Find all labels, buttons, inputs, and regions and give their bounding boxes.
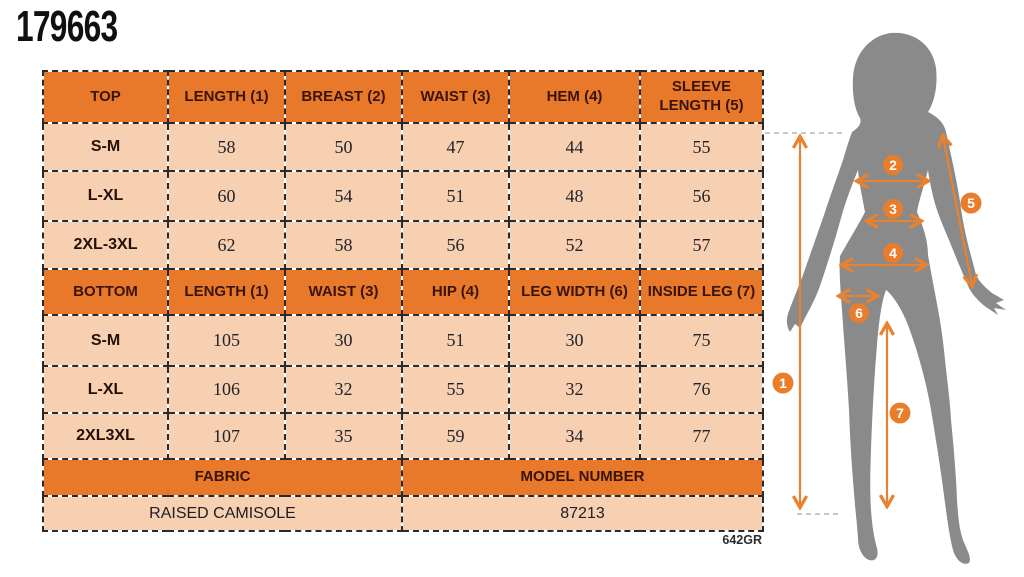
value-cell: 30 <box>284 314 403 367</box>
marker-circle-3 <box>883 199 903 219</box>
value-cell: 60 <box>167 170 286 222</box>
value-cell: 107 <box>167 412 286 460</box>
table-row: S-M 105 30 51 30 75 <box>42 314 764 367</box>
value-cell: 32 <box>508 365 641 414</box>
value-cell: 58 <box>167 122 286 172</box>
value-cell: 51 <box>401 314 510 367</box>
col-header-inside-leg: INSIDE LEG (7) <box>639 268 764 316</box>
col-header-waist: WAIST (3) <box>401 70 510 124</box>
col-header-bottom: BOTTOM <box>42 268 169 316</box>
size-cell: 2XL-3XL <box>42 220 169 270</box>
marker-circle-5 <box>960 192 982 214</box>
marker-label-6: 6 <box>855 305 863 321</box>
value-cell: 34 <box>508 412 641 460</box>
value-cell: 105 <box>167 314 286 367</box>
value-cell: 51 <box>401 170 510 222</box>
size-cell: S-M <box>42 314 169 367</box>
marker-circle-7 <box>889 402 911 424</box>
female-silhouette <box>786 32 1006 564</box>
value-cell: 77 <box>639 412 764 460</box>
marker-label-4: 4 <box>889 245 897 261</box>
value-cell: 50 <box>284 122 403 172</box>
marker-circle-2 <box>883 155 903 175</box>
table-row: L-XL 106 32 55 32 76 <box>42 365 764 414</box>
value-cell: 44 <box>508 122 641 172</box>
value-cell: 32 <box>284 365 403 414</box>
col-header-leg-width: LEG WIDTH (6) <box>508 268 641 316</box>
top-header-row: TOP LENGTH (1) BREAST (2) WAIST (3) HEM … <box>42 70 764 124</box>
col-header-top: TOP <box>42 70 169 124</box>
col-header-length: LENGTH (1) <box>167 268 286 316</box>
fabric-model-value-row: RAISED CAMISOLE 87213 <box>42 495 764 532</box>
col-header-hem: HEM (4) <box>508 70 641 124</box>
value-cell: 55 <box>401 365 510 414</box>
value-cell: 59 <box>401 412 510 460</box>
size-cell: 2XL3XL <box>42 412 169 460</box>
col-header-breast: BREAST (2) <box>284 70 403 124</box>
marker-circle-4 <box>883 243 903 263</box>
marker-label-2: 2 <box>889 157 897 173</box>
marker-label-3: 3 <box>889 201 897 217</box>
size-cell: L-XL <box>42 365 169 414</box>
value-cell: 106 <box>167 365 286 414</box>
marker-label-7: 7 <box>896 405 904 421</box>
value-cell: 57 <box>639 220 764 270</box>
fabric-model-header-row: FABRIC MODEL NUMBER <box>42 458 764 497</box>
value-cell: 76 <box>639 365 764 414</box>
value-cell: 62 <box>167 220 286 270</box>
size-cell: S-M <box>42 122 169 172</box>
size-chart-table: TOP LENGTH (1) BREAST (2) WAIST (3) HEM … <box>42 70 764 532</box>
value-cell: 55 <box>639 122 764 172</box>
page-title: 179663 <box>16 2 118 51</box>
col-header-sleeve-length: SLEEVE LENGTH (5) <box>639 70 764 124</box>
value-cell: 52 <box>508 220 641 270</box>
col-header-waist: WAIST (3) <box>284 268 403 316</box>
value-cell: 54 <box>284 170 403 222</box>
size-cell: L-XL <box>42 170 169 222</box>
measure-arrow-sleeve <box>943 137 972 285</box>
model-number-value: 87213 <box>401 495 764 532</box>
marker-circle-6 <box>849 303 869 323</box>
table-row: 2XL3XL 107 35 59 34 77 <box>42 412 764 460</box>
value-cell: 75 <box>639 314 764 367</box>
marker-label-1: 1 <box>779 375 787 391</box>
value-cell: 48 <box>508 170 641 222</box>
col-header-hip: HIP (4) <box>401 268 510 316</box>
value-cell: 35 <box>284 412 403 460</box>
marker-circle-1 <box>772 372 794 394</box>
table-row: L-XL 60 54 51 48 56 <box>42 170 764 222</box>
table-row: S-M 58 50 47 44 55 <box>42 122 764 172</box>
value-cell: 47 <box>401 122 510 172</box>
style-code: 642GR <box>722 533 762 547</box>
value-cell: 56 <box>639 170 764 222</box>
table-row: 2XL-3XL 62 58 56 52 57 <box>42 220 764 270</box>
col-header-length: LENGTH (1) <box>167 70 286 124</box>
bottom-header-row: BOTTOM LENGTH (1) WAIST (3) HIP (4) LEG … <box>42 268 764 316</box>
model-number-header: MODEL NUMBER <box>401 458 764 497</box>
value-cell: 30 <box>508 314 641 367</box>
marker-label-5: 5 <box>967 195 975 211</box>
value-cell: 56 <box>401 220 510 270</box>
fabric-header: FABRIC <box>42 458 403 497</box>
fabric-value: RAISED CAMISOLE <box>42 495 403 532</box>
value-cell: 58 <box>284 220 403 270</box>
